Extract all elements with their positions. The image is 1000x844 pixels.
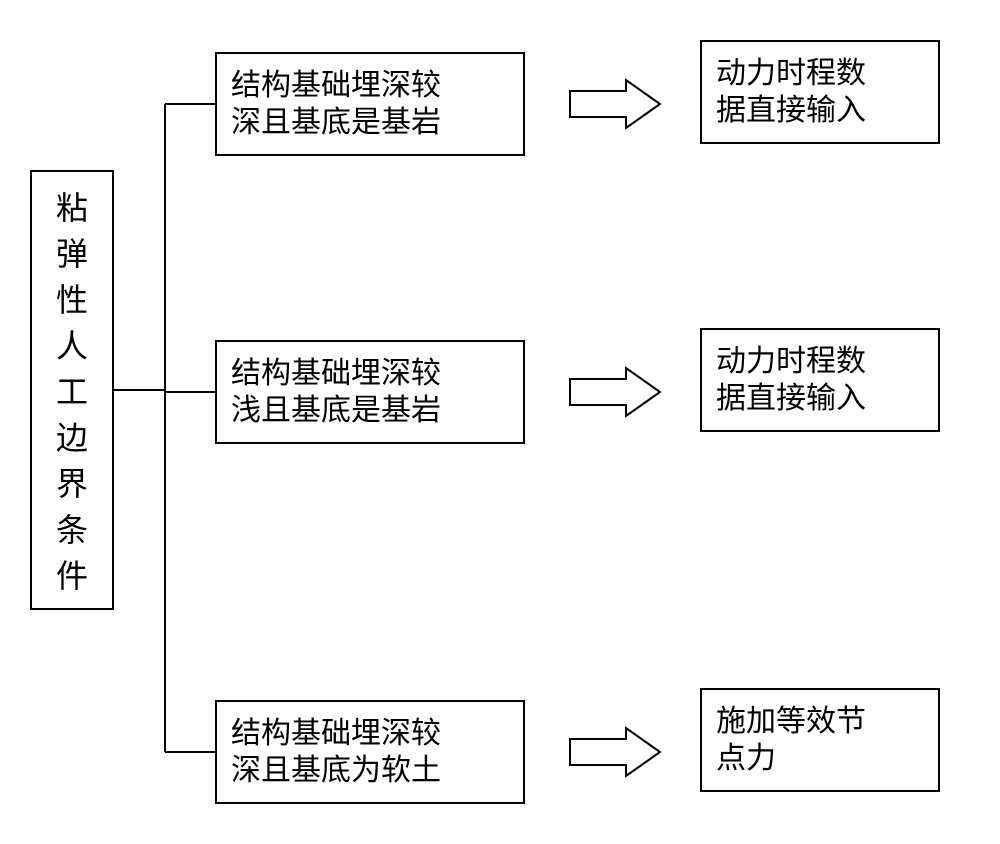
branch-right-label: 动力时程数 据直接输入 [716,343,866,418]
branch-right-node: 动力时程数 据直接输入 [700,40,940,144]
branch-mid-node: 结构基础埋深较 深且基底是基岩 [215,52,525,156]
branch-mid-node: 结构基础埋深较 浅且基底是基岩 [215,340,525,444]
branch-mid-node: 结构基础埋深较 深且基底为软土 [215,700,525,804]
branch-mid-label: 结构基础埋深较 深且基底为软土 [231,715,441,790]
branch-mid-label: 结构基础埋深较 浅且基底是基岩 [231,355,441,430]
diagram-canvas: 粘弹性人工边界条件 结构基础埋深较 深且基底是基岩 动力时程数 据直接输入 结构… [0,0,1000,844]
root-label: 粘弹性人工边界条件 [56,183,88,597]
branch-right-label: 施加等效节 点力 [716,703,866,778]
branch-right-node: 动力时程数 据直接输入 [700,328,940,432]
branch-right-node: 施加等效节 点力 [700,688,940,792]
root-node: 粘弹性人工边界条件 [30,170,114,610]
branch-right-label: 动力时程数 据直接输入 [716,55,866,130]
branch-mid-label: 结构基础埋深较 深且基底是基岩 [231,67,441,142]
